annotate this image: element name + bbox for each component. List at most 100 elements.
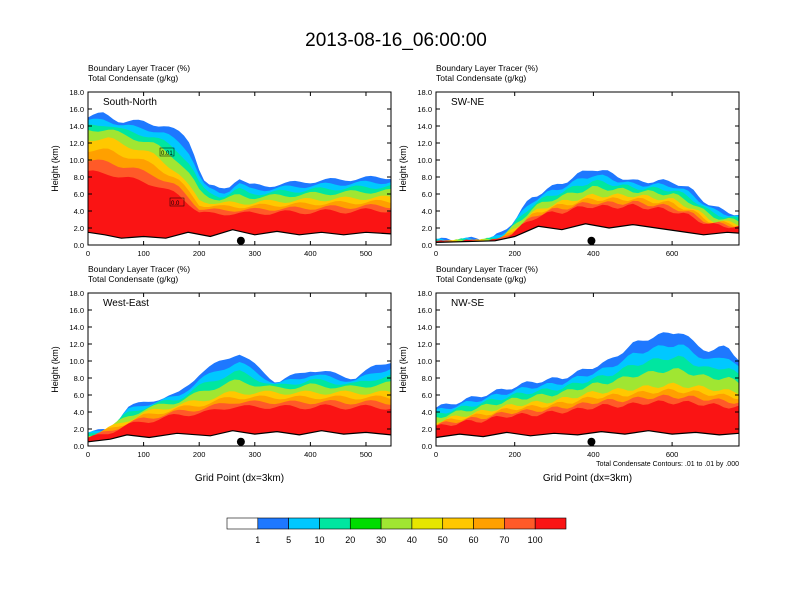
panel-label: NW-SE (451, 298, 484, 309)
x-tick-label: 100 (137, 249, 150, 258)
y-tick-label: 2.0 (74, 224, 84, 233)
colorbar-swatch (257, 517, 289, 530)
x-tick-label: 500 (360, 450, 373, 459)
y-tick-label: 10.0 (69, 357, 84, 366)
x-tick-label: 500 (360, 249, 373, 258)
y-tick-label: 16.0 (417, 306, 432, 315)
tracer-field (436, 332, 739, 446)
y-tick-label: 4.0 (422, 408, 432, 417)
tracer-field (88, 112, 391, 245)
terrain-line (88, 229, 391, 239)
colorbar-swatch (226, 517, 259, 530)
panel-label: West-East (103, 298, 149, 309)
colorbar-label: 50 (438, 535, 448, 545)
location-marker (587, 437, 596, 446)
y-tick-label: 2.0 (74, 425, 84, 434)
panel-title-line1: Boundary Layer Tracer (%) (436, 264, 538, 274)
y-tick-label: 12.0 (69, 340, 84, 349)
panel-sw-ne: 0.0 2.0 4.0 6.0 8.0 10.0 12.0 14.0 16.0 18.0 0 200 4… (398, 63, 740, 258)
x-tick-label: 0 (86, 450, 90, 459)
x-tick-label: 0 (434, 249, 438, 258)
panel-west-east: 0.0 2.0 4.0 6.0 8.0 10.0 12.0 14.0 16.0 18.0 0 100 2… (50, 264, 392, 484)
tracer-field (88, 354, 391, 446)
y-tick-label: 18.0 (417, 289, 432, 298)
colorbar-swatch (442, 517, 474, 530)
plot-frame (87, 292, 392, 447)
y-axis-label: Height (km) (50, 346, 60, 393)
colorbar-swatch (380, 517, 413, 530)
y-tick-label: 16.0 (69, 105, 84, 114)
y-tick-label: 2.0 (422, 224, 432, 233)
colorbar-label: 100 (528, 535, 543, 545)
y-tick-label: 18.0 (69, 88, 84, 97)
colorbar-swatch (288, 517, 320, 530)
plot-frame (87, 91, 392, 246)
panel-title-line2: Total Condensate (g/kg) (436, 274, 526, 284)
location-marker (587, 236, 596, 245)
x-tick-label: 300 (249, 249, 262, 258)
x-tick-label: 200 (193, 249, 206, 258)
x-tick-label: 200 (508, 450, 521, 459)
y-tick-label: 2.0 (422, 425, 432, 434)
contour-note: Total Condensate Contours: .01 to .01 by… (596, 461, 739, 468)
colorbar-label: 20 (345, 535, 355, 545)
terrain-line (88, 430, 391, 443)
y-tick-label: 14.0 (69, 323, 84, 332)
contour-label: 0.0 (171, 201, 180, 207)
y-tick-label: 16.0 (69, 306, 84, 315)
y-tick-label: 16.0 (417, 105, 432, 114)
panel-title-line2: Total Condensate (g/kg) (88, 274, 178, 284)
y-tick-label: 14.0 (69, 122, 84, 131)
y-tick-label: 8.0 (74, 374, 84, 383)
y-tick-label: 8.0 (422, 374, 432, 383)
x-tick-label: 0 (434, 450, 438, 459)
panel-title-line1: Boundary Layer Tracer (%) (88, 264, 190, 274)
colorbar-label: 60 (469, 535, 479, 545)
y-tick-label: 0.0 (422, 442, 432, 451)
y-tick-label: 4.0 (422, 207, 432, 216)
y-tick-label: 10.0 (69, 156, 84, 165)
colorbar-swatch (319, 517, 351, 530)
terrain-mask (436, 430, 739, 446)
contour-label-box (159, 147, 175, 157)
tracer-field (436, 170, 739, 245)
colorbar-swatch (411, 517, 444, 530)
colorbar-label: 30 (376, 535, 386, 545)
y-tick-label: 12.0 (417, 139, 432, 148)
x-tick-label: 200 (193, 450, 206, 459)
location-marker (236, 437, 245, 446)
location-marker (236, 236, 245, 245)
x-tick-label: 400 (587, 450, 600, 459)
contour-label-box (169, 197, 185, 207)
y-tick-label: 8.0 (74, 173, 84, 182)
y-tick-label: 0.0 (422, 241, 432, 250)
x-tick-label: 400 (304, 450, 317, 459)
x-axis-label: Grid Point (dx=3km) (195, 473, 284, 484)
x-tick-label: 200 (508, 249, 521, 258)
y-axis-label: Height (km) (50, 145, 60, 192)
y-tick-label: 0.0 (74, 442, 84, 451)
contour-label: 0.01 (161, 151, 173, 157)
y-tick-label: 6.0 (422, 391, 432, 400)
main-title: 2013-08-16_06:00:00 (305, 30, 487, 51)
y-tick-label: 12.0 (69, 139, 84, 148)
colorbar-label: 40 (407, 535, 417, 545)
panel-title-line1: Boundary Layer Tracer (%) (88, 63, 190, 73)
y-tick-label: 12.0 (417, 340, 432, 349)
panel-label: South-North (103, 97, 157, 108)
y-tick-label: 4.0 (74, 408, 84, 417)
y-tick-label: 4.0 (74, 207, 84, 216)
terrain-line (436, 430, 739, 439)
plot-frame (435, 91, 740, 246)
panel-nw-se: 0.0 2.0 4.0 6.0 8.0 10.0 12.0 14.0 16.0 18.0 0 200 4… (398, 264, 740, 484)
y-tick-label: 10.0 (417, 156, 432, 165)
x-axis-label: Grid Point (dx=3km) (543, 473, 632, 484)
x-tick-label: 600 (666, 450, 679, 459)
colorbar-label: 1 (255, 535, 260, 545)
colorbar-label: 10 (314, 535, 324, 545)
panel-title-line2: Total Condensate (g/kg) (436, 73, 526, 83)
x-tick-label: 400 (304, 249, 317, 258)
y-tick-label: 18.0 (417, 88, 432, 97)
x-tick-label: 0 (86, 249, 90, 258)
